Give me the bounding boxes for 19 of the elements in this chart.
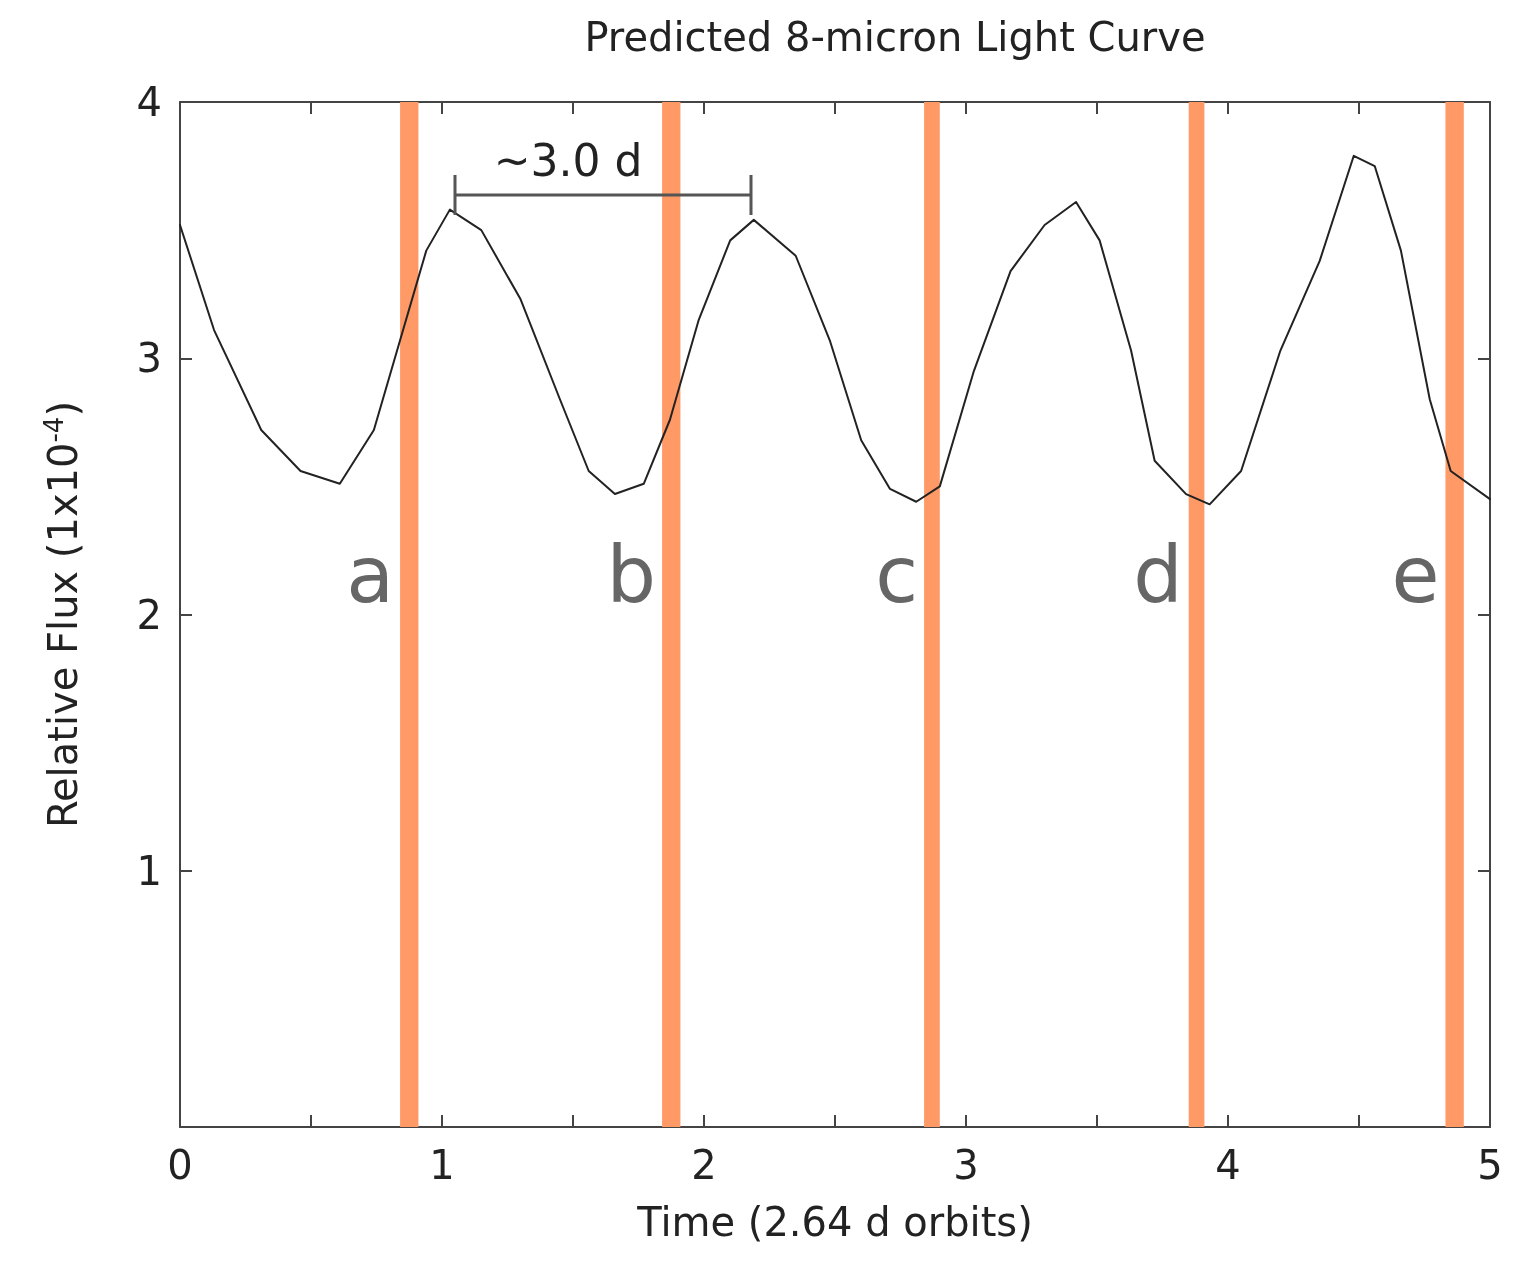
y-tick-label: 3 [136,335,162,382]
x-tick-label: 2 [691,1142,717,1188]
x-tick-label: 3 [953,1142,979,1188]
band-label: c [875,530,919,620]
y-tick-label: 4 [136,79,162,125]
y-tick-label: 1 [136,847,162,894]
band-label: a [346,530,395,620]
band-label: e [1391,530,1440,620]
chart-title: Predicted 8-micron Light Curve [584,14,1206,60]
x-tick-label: 5 [1477,1142,1503,1188]
x-tick-label: 0 [167,1142,193,1188]
x-axis-title: Time (2.64 d orbits) [636,1199,1033,1245]
y-tick-label: 2 [136,591,162,638]
band-label: d [1133,530,1183,620]
x-tick-label: 4 [1215,1142,1241,1188]
band-label: b [606,530,657,620]
y-axis-title: Relative Flux (1x10-4) [39,400,86,829]
annotation: ~3.0 d [493,134,643,186]
x-tick-label: 1 [429,1142,455,1188]
